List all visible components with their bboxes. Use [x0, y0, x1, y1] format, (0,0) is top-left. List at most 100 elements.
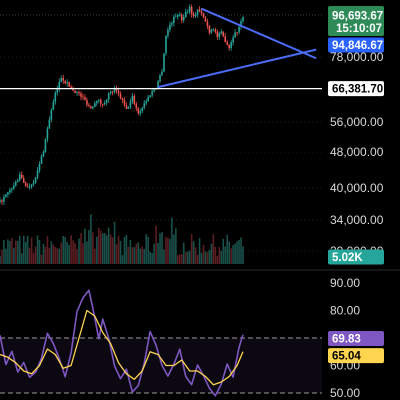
volume-bar — [226, 234, 228, 264]
volume-bar — [153, 243, 155, 264]
oscillator-yellow-tag-box — [328, 348, 384, 364]
oscillator-purple-tag-box — [328, 330, 384, 346]
price-axis-label: 56,000.00 — [330, 115, 384, 129]
volume-bar — [0, 255, 1, 264]
volume-bar — [24, 241, 27, 264]
volume-bar — [3, 239, 5, 264]
volume-bar — [184, 251, 187, 264]
candle-body — [13, 185, 15, 189]
candle-body — [88, 104, 90, 107]
candle-body — [200, 11, 203, 14]
candle-body — [0, 200, 1, 203]
candle-body — [74, 90, 76, 94]
last-price-tag-box — [328, 6, 384, 36]
volume-bar — [143, 249, 146, 264]
volume-bar — [60, 242, 63, 264]
candle-body — [171, 22, 173, 25]
volume-bar — [64, 237, 66, 264]
volume-bar — [218, 246, 221, 264]
volume-bar — [113, 221, 116, 264]
volume-bar — [36, 235, 39, 264]
volume-bar — [173, 234, 175, 264]
candle-body — [145, 101, 147, 104]
price-axis-label: 48,000.00 — [330, 145, 384, 159]
volume-bar — [147, 236, 149, 264]
volume-bar — [230, 248, 232, 264]
volume-bar — [125, 235, 128, 264]
volume-bar — [137, 242, 140, 264]
candle-body — [68, 82, 70, 87]
candle-body — [180, 14, 183, 21]
candle-body — [121, 98, 124, 101]
oscillator-yellow-tag: 65.04 — [332, 351, 361, 363]
candle-body — [177, 14, 179, 17]
volume-bar — [240, 237, 242, 264]
candle-body — [92, 106, 94, 109]
volume-bar — [76, 248, 78, 264]
volume-bar — [15, 240, 17, 264]
volume-bar — [188, 250, 191, 264]
candle-body — [119, 93, 122, 99]
candle-body — [139, 111, 142, 114]
oscillator-lines — [0, 289, 244, 397]
candle-body — [182, 17, 185, 21]
candle-body — [28, 186, 31, 188]
oscillator-purple-tag: 69.83 — [332, 333, 361, 345]
volume-bar — [38, 239, 41, 264]
candle-body — [127, 106, 130, 109]
candle-body — [56, 88, 59, 93]
candle-body — [36, 170, 39, 178]
volume-bar — [22, 235, 25, 264]
drawn-price-tag: 94,846.67 — [332, 40, 383, 52]
candle-body — [24, 182, 27, 187]
volume-bar — [115, 244, 118, 264]
oscillator-line-yellow — [0, 309, 244, 386]
volume-bar — [133, 247, 136, 264]
volume-bar — [99, 230, 102, 264]
candle-body — [188, 6, 191, 12]
candle-body — [48, 119, 51, 129]
volume-bar — [101, 233, 104, 264]
candle-body — [1, 200, 3, 202]
candle-body — [153, 89, 155, 92]
volume-bar — [26, 235, 29, 264]
candle-body — [84, 97, 86, 101]
candle-body — [62, 78, 65, 81]
candle-body — [94, 103, 96, 107]
volume-bar — [48, 247, 51, 264]
volume-bar — [78, 238, 80, 264]
volume-bar — [62, 236, 65, 264]
volume-bar — [105, 235, 108, 264]
candle-body — [60, 78, 63, 82]
candle-body — [222, 31, 225, 37]
volume-bar — [94, 248, 96, 264]
candle-body — [22, 178, 25, 183]
candle-body — [42, 151, 45, 157]
candle-body — [76, 92, 78, 94]
candle-body — [208, 26, 211, 33]
volume-bar — [186, 251, 189, 264]
drawn-price-tag-box — [328, 37, 384, 53]
volume-bar — [208, 250, 211, 264]
volume-bar — [234, 243, 236, 264]
volume-bar — [127, 246, 130, 264]
price-axis[interactable]: 78,000.00 56,000.00 48,000.00 40,000.00 34,0… — [330, 50, 384, 258]
candle-body — [206, 21, 209, 27]
price-axis-label: 78,000.00 — [330, 50, 384, 64]
candle-body — [165, 35, 167, 54]
candle-body — [192, 14, 195, 16]
candle-body — [204, 17, 207, 22]
volume-bar — [46, 236, 49, 264]
volume-bar — [16, 240, 19, 264]
volume-bar — [194, 247, 197, 264]
price-axis-label: 34,000.00 — [330, 213, 384, 227]
volume-bar — [212, 234, 215, 264]
candle-body — [50, 109, 53, 120]
candle-body — [169, 24, 171, 30]
candle-body — [242, 16, 244, 22]
candle-body — [214, 29, 217, 32]
candle-body — [111, 91, 114, 93]
volume-bar — [129, 239, 132, 264]
volume-bar — [92, 232, 94, 264]
